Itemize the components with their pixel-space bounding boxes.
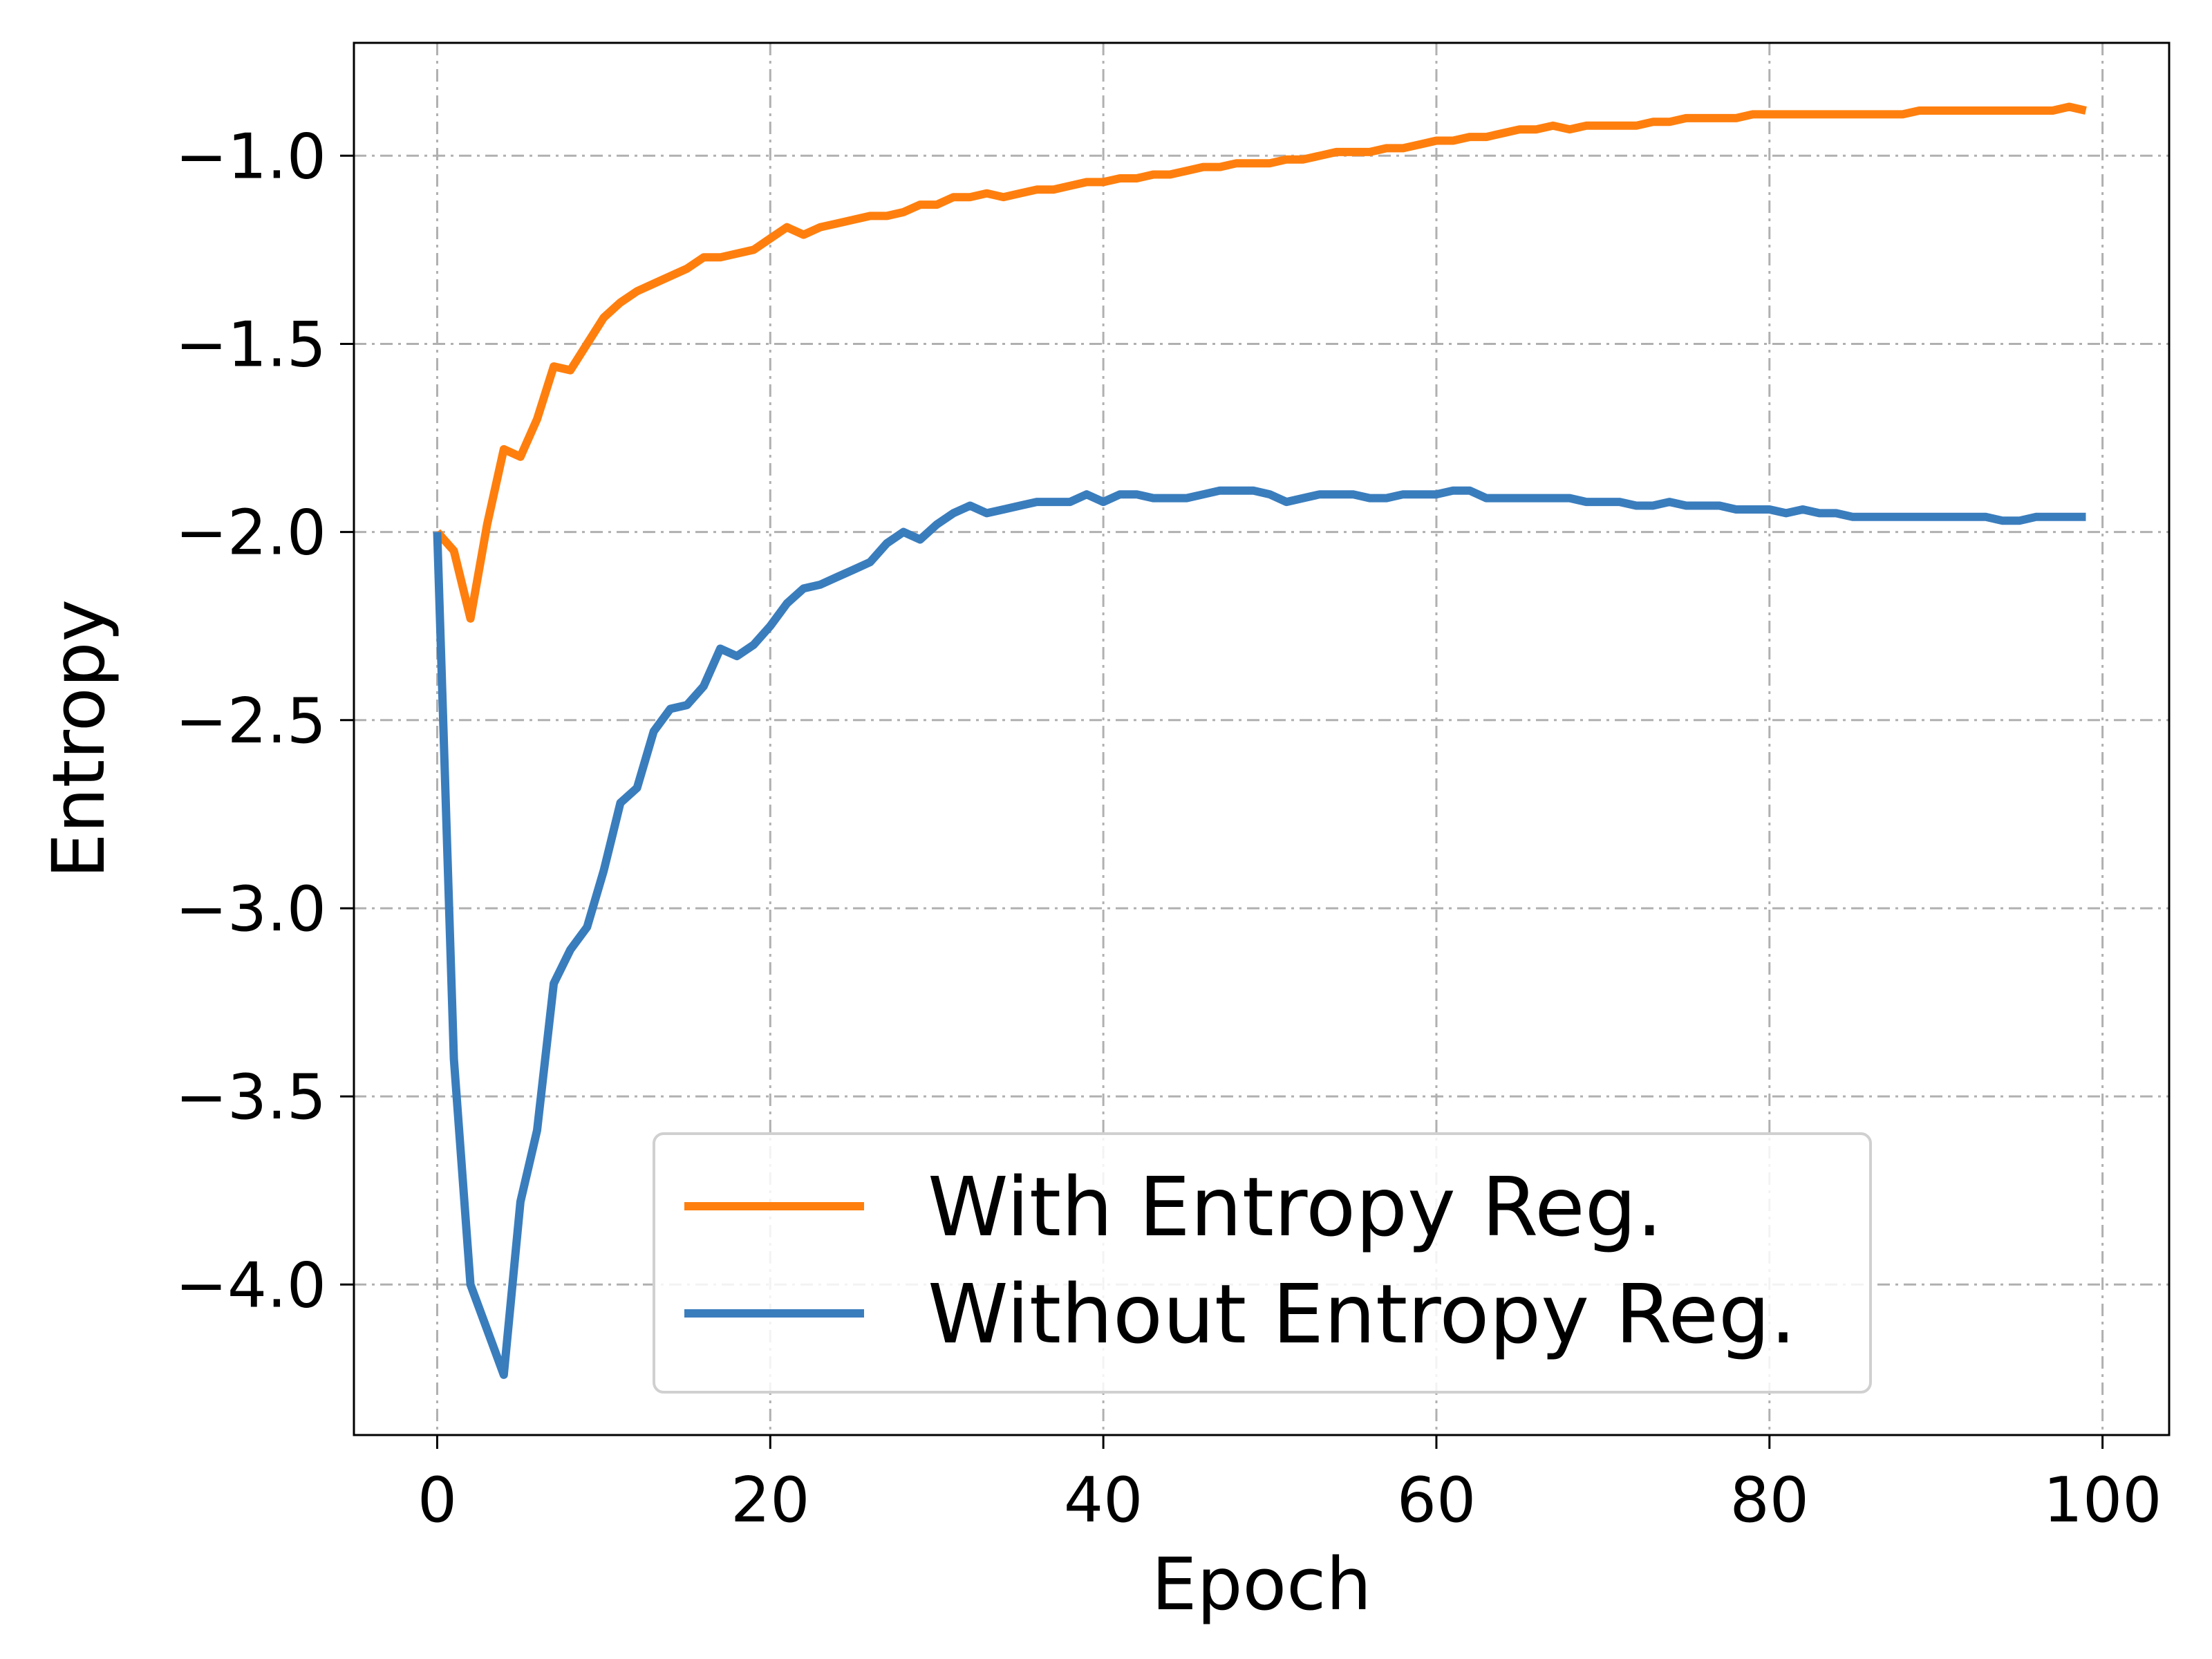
y-tick-label: −1.0 xyxy=(175,120,326,193)
y-tick-label: −2.0 xyxy=(175,497,326,570)
series-line-with-entropy-reg xyxy=(434,102,2087,623)
y-tick-label: −3.0 xyxy=(175,873,326,946)
plot-frame xyxy=(353,41,2171,1436)
y-tick-label: −1.5 xyxy=(175,308,326,381)
legend-label-without-entropy-reg: Without Entropy Reg. xyxy=(928,1266,1796,1362)
legend-box xyxy=(653,1132,1872,1394)
series-line-without-entropy-reg xyxy=(433,486,2086,1379)
x-tick-label: 60 xyxy=(1397,1464,1477,1537)
x-tick-label: 20 xyxy=(731,1464,810,1537)
y-axis-ticks: −1.0 −1.5 −2.0 −2.5 −3.0 −3.5 −4.0 xyxy=(175,120,354,1322)
legend-label-with-entropy-reg: With Entropy Reg. xyxy=(928,1159,1662,1255)
x-tick-label: 80 xyxy=(1730,1464,1810,1537)
y-tick-label: −4.0 xyxy=(175,1249,326,1322)
plot-series xyxy=(433,102,2087,1379)
x-tick-label: 40 xyxy=(1064,1464,1143,1537)
x-tick-label: 100 xyxy=(2043,1464,2162,1537)
legend: With Entropy Reg. Without Entropy Reg. xyxy=(653,1132,1872,1394)
x-tick-label: 0 xyxy=(418,1464,457,1537)
y-tick-label: −2.5 xyxy=(175,685,326,758)
y-axis-label: Entropy xyxy=(37,599,121,879)
x-axis-ticks: 0 20 40 60 80 100 xyxy=(418,1435,2162,1537)
y-tick-label: −3.5 xyxy=(175,1061,326,1134)
x-axis-label: Epoch xyxy=(1152,1542,1371,1627)
